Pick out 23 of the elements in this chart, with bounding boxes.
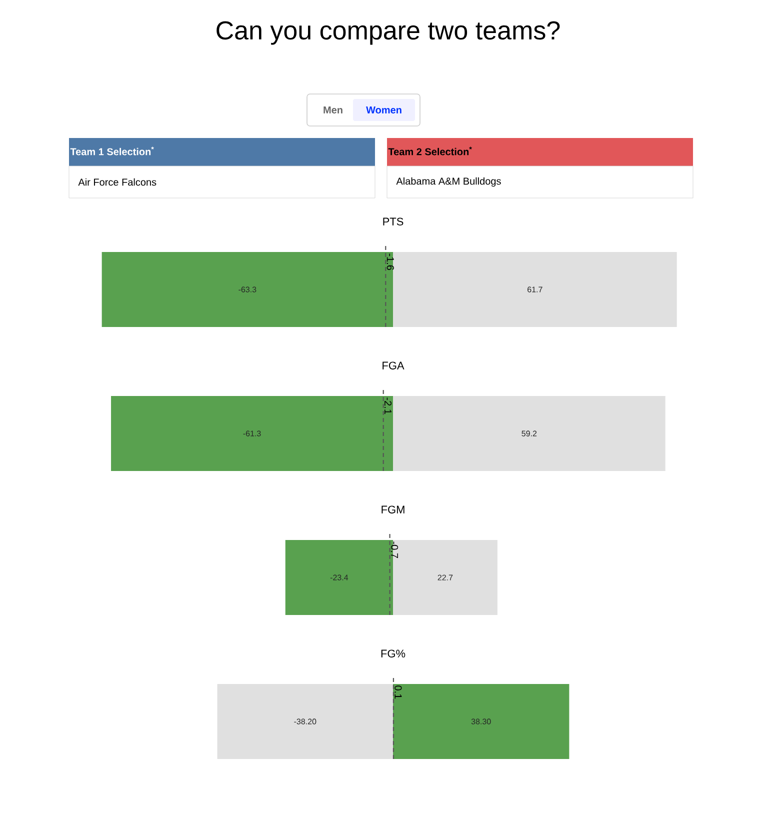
- ref-line-label: -2.1: [384, 398, 392, 414]
- text: Team 2 Selection$^{*}$: [388, 146, 472, 156]
- ref-line-label: 0.1: [394, 686, 402, 699]
- chart-title: FGM: [382, 506, 404, 514]
- chart-title: PTS: [383, 218, 404, 226]
- data-label: 22.7: [438, 574, 453, 580]
- ref-line-label: -0.7: [390, 542, 398, 558]
- data-label: -23.4: [330, 574, 348, 580]
- chart-title: FGA: [382, 362, 404, 370]
- text: Team 1 Selection$^{*}$: [70, 146, 154, 156]
- text: Can you compare two teams?: [216, 21, 560, 45]
- text: Air Force Falcons: [78, 178, 156, 186]
- data-label: -38.20: [294, 718, 316, 724]
- text: Alabama A&M Bulldogs: [396, 177, 501, 187]
- data-label: 59.2: [522, 430, 537, 436]
- data-label: 61.7: [528, 286, 542, 292]
- text: Women: [366, 106, 402, 114]
- chart-title: FG%: [381, 650, 406, 658]
- data-label: 38.30: [471, 718, 491, 724]
- data-label: -63.3: [238, 286, 256, 292]
- ref-line-label: -1.6: [386, 254, 394, 270]
- text: Men: [324, 106, 342, 114]
- data-label: -61.3: [243, 430, 261, 436]
